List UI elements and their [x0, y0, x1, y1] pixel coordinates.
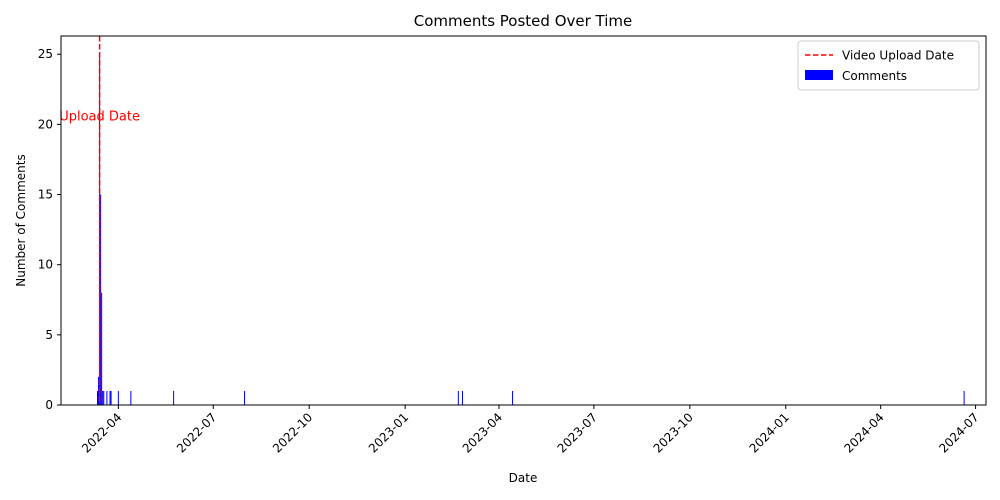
- bar-2022-03-25: [110, 390, 112, 405]
- x-tick-label-2024-07: 2024-07: [936, 410, 981, 455]
- y-axis-ticks: 0 5 10 15 20 25: [38, 47, 61, 412]
- y-axis-label: Number of Comments: [14, 154, 28, 286]
- bar-2022-05-24: [173, 390, 175, 405]
- y-tick-label-25: 25: [38, 47, 53, 61]
- y-tick-label-0: 0: [45, 398, 53, 412]
- y-tick-label-10: 10: [38, 258, 53, 272]
- bar-2022-03-12: [97, 390, 98, 405]
- bar-2022-04-13: [130, 390, 132, 405]
- upload-date-annotation: Upload Date: [59, 109, 140, 124]
- upload-layer: Upload Date: [59, 36, 140, 405]
- y-tick-label-20: 20: [38, 117, 53, 131]
- x-tick-label-2023-10: 2023-10: [651, 410, 696, 455]
- x-tick-label-2023-01: 2023-01: [366, 410, 411, 455]
- bar-2023-04-14: [512, 390, 514, 405]
- bar-2022-07-31: [244, 390, 246, 405]
- bar-2022-03-16: [101, 292, 103, 405]
- x-tick-label-2022-07: 2022-07: [174, 410, 219, 455]
- plot-frame: [60, 35, 987, 406]
- legend-comments-label: Comments: [842, 69, 907, 83]
- x-axis-label: Date: [509, 471, 538, 485]
- chart-title: Comments Posted Over Time: [414, 12, 633, 30]
- bar-2023-02-21: [457, 390, 459, 405]
- bar-2022-03-17: [102, 390, 104, 405]
- x-tick-label-2023-07: 2023-07: [555, 410, 600, 455]
- y-tick-label-15: 15: [38, 188, 53, 202]
- bar-2022-03-18: [103, 390, 105, 405]
- x-tick-label-2024-01: 2024-01: [747, 410, 792, 455]
- bars-layer: [97, 54, 965, 406]
- legend-box: [797, 40, 980, 91]
- bar-2024-06-20: [963, 390, 965, 405]
- bar-2022-04-01: [117, 390, 119, 405]
- bar-2022-03-13: [98, 376, 100, 405]
- x-tick-label-2022-10: 2022-10: [270, 410, 315, 455]
- legend-comments-swatch: [805, 70, 833, 80]
- x-tick-label-2022-04: 2022-04: [79, 410, 124, 455]
- legend-upload-label: Video Upload Date: [842, 49, 954, 63]
- x-tick-label-2024-04: 2024-04: [841, 410, 886, 455]
- bar-2022-03-21: [106, 390, 108, 405]
- x-axis-ticks: 2022-04 2022-07 2022-10 2023-01 2023-04 2023-…: [79, 405, 982, 456]
- bar-2022-03-24: [109, 390, 111, 405]
- x-tick-label-2023-04: 2023-04: [460, 410, 505, 455]
- legend: Video Upload Date Comments: [797, 40, 980, 91]
- bar-2022-03-15: [100, 194, 102, 405]
- y-tick-label-5: 5: [45, 328, 53, 342]
- bar-2023-02-25: [461, 390, 463, 405]
